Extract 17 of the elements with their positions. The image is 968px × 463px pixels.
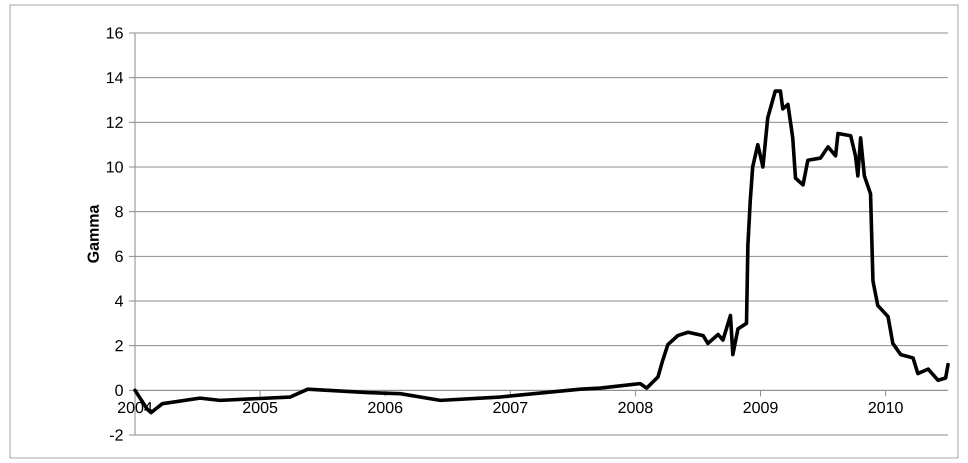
y-tick-label: 16 [106, 27, 123, 39]
x-tick-label: 2005 [243, 402, 278, 414]
x-tick-label: 2006 [368, 402, 402, 414]
y-tick-label: -2 [110, 429, 123, 441]
x-tick-label: 2010 [868, 402, 903, 414]
y-tick-label: 12 [106, 116, 123, 128]
y-tick-label: 2 [115, 340, 123, 352]
x-tick-label: 2009 [744, 402, 778, 414]
x-tick-label: 2007 [493, 402, 528, 414]
y-tick-label: 4 [114, 295, 124, 306]
y-axis-title: Gamma [88, 204, 99, 263]
y-tick-label: 8 [115, 206, 123, 218]
y-tick-label: 14 [106, 72, 124, 84]
y-tick-label: 6 [115, 250, 123, 262]
y-tick-label: 10 [106, 161, 123, 173]
y-tick-label: 0 [115, 384, 123, 396]
x-tick-label: 2008 [618, 402, 653, 414]
